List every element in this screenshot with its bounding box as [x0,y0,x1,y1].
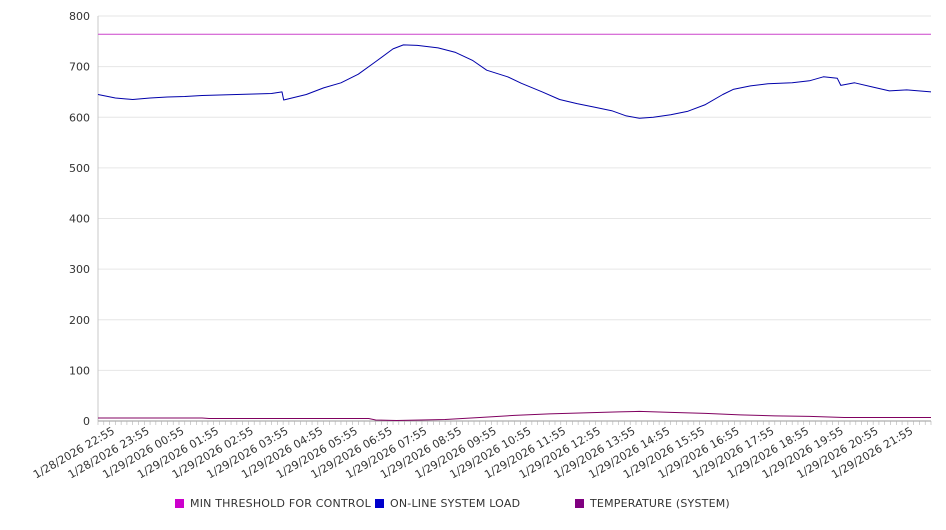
axes [97,16,932,425]
legend-item-online-system-load[interactable]: ON-LINE SYSTEM LOAD [375,497,520,510]
y-tick-label: 700 [69,61,90,74]
gridlines [98,15,931,371]
y-tick-label: 0 [83,415,90,428]
legend: MIN THRESHOLD FOR CONTROL ON-LINE SYSTEM… [0,497,946,515]
legend-label-min-threshold: MIN THRESHOLD FOR CONTROL [190,497,371,510]
legend-swatch-min-threshold [175,499,184,508]
y-tick-label: 200 [69,314,90,327]
legend-item-temperature[interactable]: TEMPERATURE (SYSTEM) [575,497,730,510]
y-tick-labels: 0 100 200 300 400 500 600 700 800 [69,10,90,428]
legend-label-online-system-load: ON-LINE SYSTEM LOAD [390,497,521,510]
series-online-system-load-line [97,44,932,119]
y-tick-label: 400 [69,213,90,226]
y-tick-label: 800 [69,10,90,23]
legend-item-min-threshold[interactable]: MIN THRESHOLD FOR CONTROL [175,497,371,510]
y-tick-label: 500 [69,162,90,175]
y-tick-label: 100 [69,364,90,377]
x-tick-labels: 1/28/2026 22:551/28/2026 23:551/29/2026 … [31,424,915,481]
series-lines [97,33,932,421]
series-temperature-line [98,410,931,421]
legend-swatch-temperature [575,499,584,508]
legend-label-temperature: TEMPERATURE (SYSTEM) [590,497,730,510]
y-tick-label: 600 [69,111,90,124]
legend-swatch-online-system-load [375,499,384,508]
y-tick-label: 300 [69,263,90,276]
